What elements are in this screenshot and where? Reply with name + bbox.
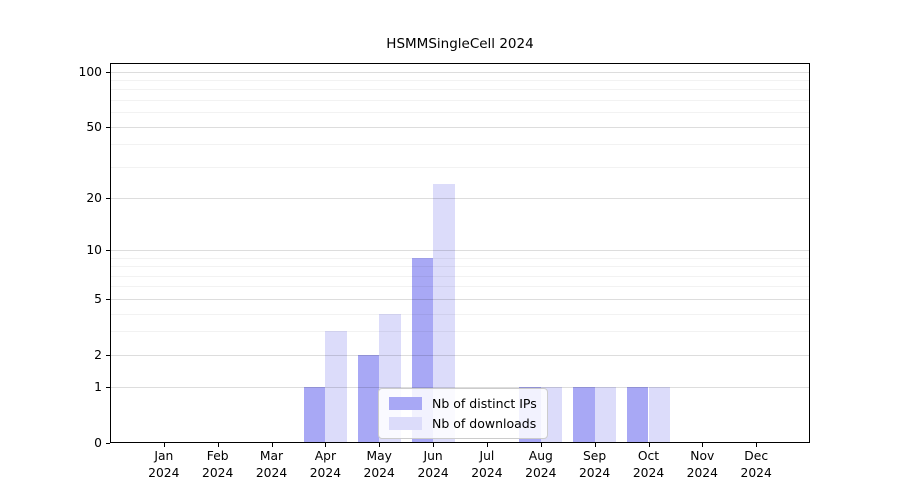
x-tick-mark-may [379,443,381,447]
bar-downloads-oct [648,387,670,443]
bar-downloads-jun [433,184,455,443]
gridline-minor-30 [111,166,809,168]
chart-title: HSMMSingleCell 2024 [386,36,534,52]
x-tick-mark-apr [325,443,327,447]
x-tick-mark-dec [756,443,758,447]
gridline-major-2 [111,354,809,356]
y-tick-label-50: 50 [86,119,102,134]
y-tick-mark-1 [106,387,110,389]
legend-item-downloads: Nb of downloads [389,416,537,431]
x-tick-mark-mar [271,443,273,447]
y-tick-mark-2 [106,354,110,356]
gridline-minor-6 [111,286,809,288]
gridlines-layer [110,63,810,443]
y-tick-mark-10 [106,250,110,251]
x-tick-mark-jun [433,443,435,447]
y-tick-mark-20 [106,198,110,199]
x-tick-mark-nov [702,443,704,447]
x-tick-label-may: May 2024 [363,449,395,480]
y-tick-label-0: 0 [94,436,102,450]
plot-area: Nb of distinct IPs Nb of downloads [110,63,810,443]
x-tick-mark-feb [217,443,219,447]
legend-label-distinct-ips: Nb of distinct IPs [432,396,537,411]
x-tick-label-dec: Dec 2024 [740,449,772,480]
y-tick-label-100: 100 [78,64,102,79]
gridline-minor-40 [111,144,809,146]
y-tick-label-20: 20 [86,191,102,205]
x-tick-mark-jul [486,443,488,447]
legend-item-distinct-ips: Nb of distinct IPs [389,396,537,411]
x-tick-label-sep: Sep 2024 [578,449,611,480]
x-tick-label-aug: Aug 2024 [525,449,557,480]
y-tick-mark-5 [106,298,110,300]
x-tick-label-jan: Jan 2024 [148,449,180,480]
x-tick-label-jul: Jul 2024 [471,449,503,480]
bar-ips-oct [626,387,649,443]
gridline-minor-60 [111,112,809,114]
y-tick-label-1: 1 [94,380,102,395]
gridline-major-100 [111,71,809,73]
y-tick-label-2: 2 [94,347,102,362]
legend: Nb of distinct IPs Nb of downloads [378,388,548,439]
y-tick-label-10: 10 [86,243,102,257]
gridline-minor-7 [111,275,809,277]
gridline-minor-9 [111,257,809,259]
gridline-major-5 [111,298,809,300]
y-tick-label-5: 5 [94,291,102,306]
bar-ips-apr [303,387,326,443]
x-tick-mark-sep [594,443,596,447]
gridline-minor-80 [111,89,809,91]
y-tick-mark-0 [106,443,110,444]
y-tick-mark-100 [106,71,110,73]
bar-downloads-sep [594,387,617,443]
gridline-minor-70 [111,100,809,101]
bar-ips-sep [573,387,595,443]
y-tick-mark-50 [106,126,110,128]
gridline-minor-4 [111,313,809,315]
gridline-major-20 [111,198,809,199]
legend-label-downloads: Nb of downloads [432,416,537,431]
bar-downloads-apr [325,331,347,443]
gridline-major-10 [111,250,809,251]
legend-swatch-downloads [389,417,422,430]
legend-swatch-distinct-ips [389,397,422,410]
gridline-minor-3 [111,331,809,333]
gridline-major-50 [111,126,809,128]
x-tick-mark-oct [648,443,650,447]
x-tick-label-feb: Feb 2024 [202,449,234,480]
x-tick-mark-jan [163,443,165,447]
gridline-minor-90 [111,80,809,81]
gridline-major-1 [111,387,809,389]
x-tick-label-nov: Nov 2024 [686,449,718,480]
x-tick-label-apr: Apr 2024 [309,449,342,480]
x-tick-mark-aug [540,443,542,447]
gridline-minor-8 [111,266,809,268]
bar-ips-may [357,354,380,443]
x-tick-label-oct: Oct 2024 [632,449,665,480]
x-tick-label-jun: Jun 2024 [417,449,449,480]
x-tick-label-mar: Mar 2024 [255,449,288,480]
